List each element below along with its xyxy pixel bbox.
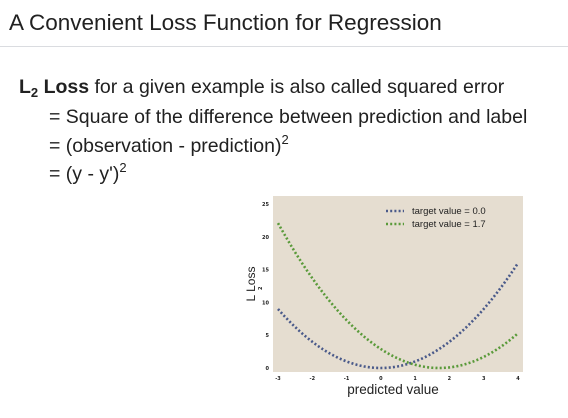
- loss-subscript: 2: [30, 85, 39, 100]
- x-tick-label: 0: [379, 376, 383, 382]
- observation-formula: = (observation - prediction): [49, 135, 282, 157]
- x-tick-label: 2: [448, 376, 452, 382]
- equation-line-y: = (y - y')2: [49, 160, 127, 186]
- y-axis-label: L Loss: [244, 267, 258, 302]
- legend-label: target value = 0.0: [412, 206, 486, 217]
- y-tick-label: 10: [262, 300, 269, 306]
- definition-text: for a given example is also called squar…: [89, 76, 505, 98]
- x-tick-label: 3: [482, 376, 486, 382]
- slide-title: A Convenient Loss Function for Regressio…: [9, 10, 442, 35]
- equation-line-observation: = (observation - prediction)2: [49, 132, 289, 158]
- series-line-1: [276, 222, 519, 370]
- x-tick-label: 4: [516, 376, 520, 382]
- x-tick-label: -2: [310, 376, 316, 382]
- y-axis-label-subscript: 2: [258, 286, 264, 290]
- loss-term-suffix: Loss: [38, 76, 90, 98]
- title-divider: [0, 46, 568, 47]
- y-tick-label: 20: [262, 235, 269, 241]
- y-formula: = (y - y'): [49, 163, 120, 185]
- loss-chart: 0 5 10 15 20 25 -3 -2 -1 0 1 2 3 4 target value = 0.…: [244, 196, 523, 397]
- observation-exponent: 2: [281, 132, 289, 147]
- equation-line-square: = Square of the difference between predi…: [49, 106, 528, 128]
- y-exponent: 2: [119, 160, 127, 175]
- loss-term: L: [19, 76, 31, 98]
- legend-label: target value = 1.7: [412, 219, 486, 230]
- definition-line: L2 Loss for a given example is also call…: [19, 76, 505, 100]
- plot-area: [273, 196, 523, 372]
- y-axis-label-group: L Loss 2: [244, 267, 264, 302]
- svg-text:L Loss: L Loss: [244, 267, 258, 302]
- series-line-0: [277, 262, 520, 370]
- x-tick-label: -1: [344, 376, 350, 382]
- x-axis-label: predicted value: [347, 382, 439, 397]
- x-tick-label: -3: [275, 376, 281, 382]
- y-tick-label: 5: [266, 333, 270, 339]
- y-tick-label: 15: [262, 268, 269, 274]
- x-tick-label: 1: [413, 376, 417, 382]
- y-tick-label: 25: [262, 202, 269, 208]
- y-tick-label: 0: [266, 366, 270, 372]
